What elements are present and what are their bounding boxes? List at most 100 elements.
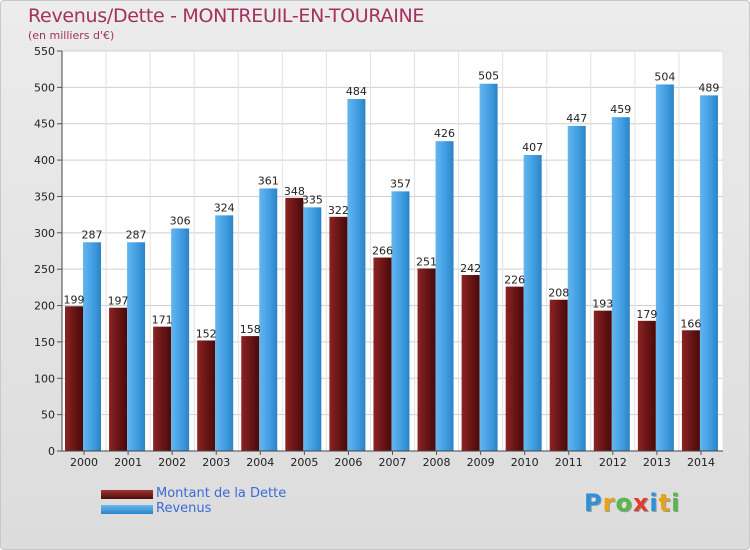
- data-label-revenue: 287: [82, 228, 103, 241]
- chart-subtitle: (en milliers d'€): [28, 29, 115, 42]
- x-tick-label: 2010: [511, 456, 539, 469]
- logo-letter: r: [602, 489, 616, 517]
- legend-label-debt: Montant de la Dette: [156, 486, 287, 501]
- data-label-debt: 152: [196, 327, 217, 340]
- bar-revenue: [479, 83, 498, 452]
- y-tick-label: 50: [41, 409, 55, 422]
- x-tick-label: 2014: [687, 456, 715, 469]
- legend-swatch-revenue: [101, 505, 153, 514]
- bar-debt: [241, 336, 260, 451]
- bar-debt: [505, 286, 524, 451]
- y-tick-label: 100: [34, 372, 55, 385]
- data-label-debt: 171: [152, 314, 173, 327]
- x-tick-label: 2003: [202, 456, 230, 469]
- data-label-revenue: 447: [566, 112, 587, 125]
- bar-debt: [153, 326, 172, 451]
- y-tick-label: 150: [34, 336, 55, 349]
- y-tick-label: 200: [34, 300, 55, 313]
- bar-revenue: [611, 117, 630, 451]
- x-tick-label: 2013: [643, 456, 671, 469]
- x-tick-label: 2004: [246, 456, 274, 469]
- bar-debt: [65, 306, 83, 451]
- bar-revenue: [171, 228, 190, 451]
- data-label-debt: 158: [240, 323, 261, 336]
- logo-letter: i: [671, 489, 681, 517]
- bar-debt: [417, 268, 436, 451]
- bar-revenue: [215, 215, 234, 451]
- data-label-debt: 179: [636, 308, 657, 321]
- data-label-debt: 226: [504, 274, 525, 287]
- data-label-revenue: 357: [390, 177, 411, 190]
- bar-revenue: [83, 242, 101, 451]
- bar-revenue: [303, 207, 322, 451]
- data-label-debt: 193: [592, 298, 613, 311]
- bar-revenue: [259, 188, 278, 452]
- logo-letter: t: [658, 489, 672, 517]
- data-label-debt: 242: [460, 262, 481, 275]
- data-label-revenue: 287: [126, 228, 147, 241]
- data-label-revenue: 505: [478, 70, 499, 83]
- logo-letter: x: [632, 489, 650, 517]
- data-label-debt: 199: [64, 293, 85, 306]
- x-tick-label: 2007: [379, 456, 407, 469]
- legend-swatch-debt: [101, 490, 153, 499]
- data-label-debt: 348: [284, 185, 305, 198]
- data-label-revenue: 484: [346, 85, 367, 98]
- bars: [65, 83, 718, 452]
- y-tick-label: 400: [34, 154, 55, 167]
- x-tick-label: 2012: [599, 456, 627, 469]
- data-label-revenue: 361: [258, 174, 279, 187]
- bar-revenue: [655, 84, 674, 452]
- y-tick-label: 0: [48, 445, 55, 458]
- bar-debt: [681, 330, 700, 451]
- y-tick-label: 300: [34, 227, 55, 240]
- legend-label-revenue: Revenus: [156, 501, 212, 516]
- x-tick-label: 2011: [555, 456, 583, 469]
- bar-revenue: [699, 95, 718, 451]
- data-label-revenue: 489: [698, 81, 719, 94]
- data-label-revenue: 504: [654, 70, 675, 83]
- data-label-revenue: 306: [170, 214, 191, 227]
- proxiti-logo: Proxiti: [584, 489, 680, 517]
- axes: 0 50 100 150 200 250 300 350 400 450 500 550 2000 200…: [34, 45, 723, 469]
- y-tick-label: 250: [34, 263, 55, 276]
- data-label-debt: 266: [372, 245, 393, 258]
- bar-revenue: [435, 141, 454, 451]
- data-label-debt: 322: [328, 204, 349, 217]
- bar-debt: [549, 299, 568, 451]
- x-tick-label: 2008: [423, 456, 451, 469]
- x-tick-label: 2009: [467, 456, 495, 469]
- data-label-revenue: 324: [214, 201, 235, 214]
- bar-debt: [109, 307, 128, 451]
- y-tick-label: 550: [34, 45, 55, 58]
- bar-revenue: [567, 125, 586, 451]
- data-label-revenue: 335: [302, 193, 323, 206]
- data-label-revenue: 426: [434, 127, 455, 140]
- y-tick-label: 450: [34, 118, 55, 131]
- y-tick-label: 500: [34, 81, 55, 94]
- bar-revenue: [523, 155, 542, 451]
- bar-debt: [329, 216, 348, 451]
- y-tick-label: 350: [34, 190, 55, 203]
- logo-letter: i: [649, 489, 659, 517]
- data-label-revenue: 459: [610, 103, 631, 116]
- data-label-debt: 197: [108, 295, 129, 308]
- data-label-debt: 166: [680, 317, 701, 330]
- x-tick-label: 2006: [334, 456, 362, 469]
- bar-debt: [461, 275, 480, 451]
- bar-debt: [593, 310, 612, 451]
- logo-letter: P: [584, 489, 603, 517]
- data-label-debt: 208: [548, 287, 569, 300]
- data-label-revenue: 407: [522, 141, 543, 154]
- x-tick-label: 2001: [114, 456, 142, 469]
- bar-revenue: [127, 242, 146, 451]
- bar-revenue: [347, 99, 366, 451]
- bar-revenue: [391, 191, 410, 451]
- data-label-debt: 251: [416, 255, 437, 268]
- bar-debt: [285, 197, 304, 451]
- chart-title: Revenus/Dette - MONTREUIL-EN-TOURAINE: [28, 5, 425, 27]
- logo-letter: o: [615, 489, 633, 517]
- bar-debt: [373, 257, 392, 451]
